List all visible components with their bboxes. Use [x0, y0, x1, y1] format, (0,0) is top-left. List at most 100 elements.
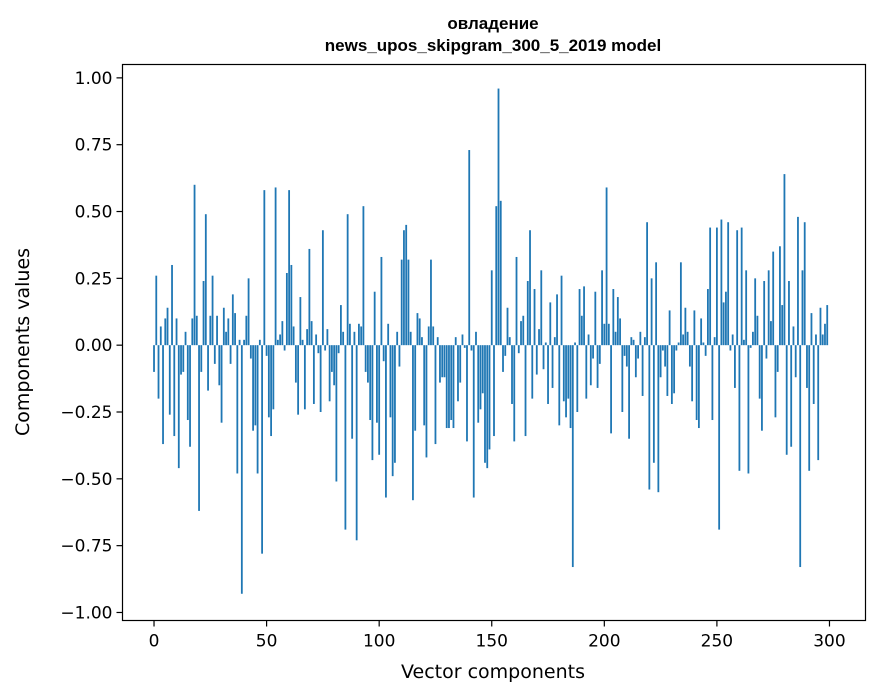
bar — [729, 345, 732, 351]
bar — [468, 150, 471, 346]
bar — [204, 214, 207, 346]
bar — [198, 345, 200, 511]
bar — [738, 345, 741, 471]
bar — [353, 331, 356, 346]
bar — [783, 174, 786, 346]
bar — [761, 345, 763, 431]
bar — [403, 230, 405, 346]
bar — [292, 326, 295, 346]
bar — [450, 345, 453, 421]
bar — [263, 190, 266, 346]
bar — [679, 262, 682, 346]
bar — [612, 289, 615, 346]
bar — [457, 345, 459, 402]
bar — [506, 307, 509, 346]
y-tick-label: −0.50 — [60, 470, 112, 490]
bar — [524, 345, 527, 437]
bar — [488, 345, 491, 450]
bar — [240, 345, 243, 594]
bar — [184, 331, 187, 346]
bar — [770, 321, 772, 346]
bar — [619, 318, 621, 346]
y-tick-label: 0.25 — [75, 269, 113, 289]
bar — [556, 294, 558, 346]
bar — [533, 289, 536, 346]
x-tick-label: 100 — [363, 632, 395, 652]
bar — [826, 305, 829, 346]
bar — [504, 345, 507, 356]
bar — [574, 342, 576, 346]
bar — [171, 264, 173, 346]
bar — [414, 345, 417, 431]
bar — [317, 345, 320, 354]
bar — [319, 345, 322, 412]
bar — [211, 275, 214, 346]
bar — [803, 222, 806, 346]
bar — [610, 345, 612, 434]
bar — [351, 345, 354, 439]
x-tick-label: 0 — [149, 632, 160, 652]
bar — [571, 345, 574, 568]
bar — [207, 345, 209, 391]
bar — [682, 334, 685, 346]
bar — [252, 345, 254, 431]
bar — [425, 345, 428, 458]
bar — [522, 315, 525, 346]
bar — [159, 326, 162, 346]
bar — [706, 289, 709, 346]
bar — [308, 248, 311, 346]
bar — [312, 345, 315, 404]
y-tick-label: −0.25 — [60, 403, 112, 423]
bar — [567, 345, 570, 399]
bar — [499, 200, 502, 346]
bar — [677, 342, 680, 346]
bar — [315, 334, 318, 346]
bar — [490, 270, 493, 346]
bar — [670, 345, 673, 404]
bar — [810, 313, 813, 346]
bar — [272, 345, 275, 410]
bar — [549, 302, 552, 346]
bar — [376, 345, 378, 423]
bar — [668, 310, 671, 346]
bar — [709, 227, 712, 346]
bar — [497, 88, 500, 346]
bar — [238, 339, 241, 346]
bar — [767, 270, 770, 346]
bar — [565, 345, 567, 418]
bar — [400, 259, 403, 346]
bar — [580, 315, 583, 346]
bar — [515, 256, 518, 346]
bar — [821, 334, 824, 346]
bar — [659, 345, 662, 378]
bar — [745, 270, 748, 346]
bar — [634, 345, 637, 378]
bar — [364, 345, 367, 372]
bar — [637, 345, 639, 359]
bar — [756, 315, 759, 346]
bar — [297, 345, 300, 415]
bar — [661, 345, 664, 351]
bar — [502, 345, 504, 372]
bar — [693, 310, 696, 346]
bar — [625, 345, 628, 367]
bar — [517, 345, 520, 354]
bar — [630, 337, 633, 346]
bar — [394, 345, 396, 463]
bar — [763, 281, 766, 346]
bar — [598, 345, 601, 364]
bar — [290, 264, 293, 346]
bar — [310, 321, 313, 346]
bar — [477, 345, 480, 423]
bar — [511, 345, 513, 404]
bar — [819, 307, 822, 346]
bar — [421, 337, 423, 346]
bar — [797, 216, 799, 346]
bar — [389, 345, 392, 418]
bar — [562, 345, 565, 402]
bar — [486, 345, 489, 469]
bar — [538, 329, 540, 346]
y-tick-label: 1.00 — [75, 69, 113, 89]
